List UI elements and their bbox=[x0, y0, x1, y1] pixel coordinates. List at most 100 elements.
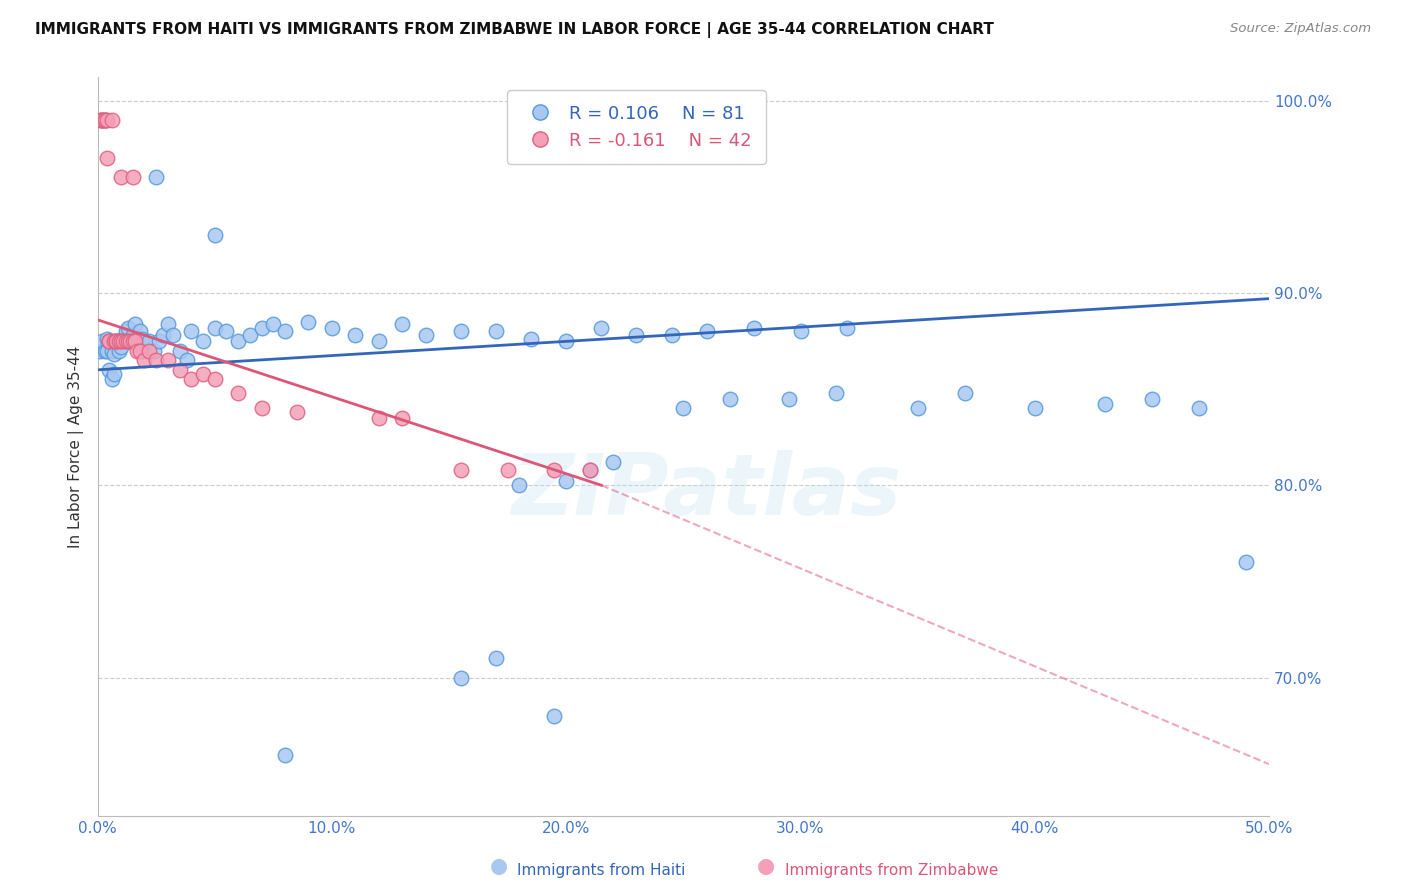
Point bbox=[297, 315, 319, 329]
Point bbox=[274, 747, 297, 762]
Point bbox=[180, 324, 202, 338]
Point bbox=[93, 343, 115, 358]
Text: IMMIGRANTS FROM HAITI VS IMMIGRANTS FROM ZIMBABWE IN LABOR FORCE | AGE 35-44 COR: IMMIGRANTS FROM HAITI VS IMMIGRANTS FROM… bbox=[35, 22, 994, 38]
Point bbox=[110, 340, 132, 354]
Text: Immigrants from Zimbabwe: Immigrants from Zimbabwe bbox=[785, 863, 998, 878]
Point bbox=[450, 463, 472, 477]
Point bbox=[105, 334, 128, 348]
Point bbox=[107, 343, 129, 358]
Point bbox=[321, 320, 343, 334]
Point bbox=[96, 112, 118, 127]
Point bbox=[837, 320, 859, 334]
Point bbox=[134, 353, 156, 368]
Point bbox=[250, 320, 273, 334]
Point bbox=[450, 324, 472, 338]
Point bbox=[112, 334, 135, 348]
Point bbox=[520, 332, 543, 346]
Point bbox=[508, 478, 530, 492]
Point bbox=[485, 651, 508, 665]
Point bbox=[98, 334, 121, 348]
Point bbox=[103, 367, 125, 381]
Point bbox=[191, 367, 214, 381]
Point bbox=[485, 324, 508, 338]
Text: Source: ZipAtlas.com: Source: ZipAtlas.com bbox=[1230, 22, 1371, 36]
Point bbox=[120, 334, 142, 348]
Text: Immigrants from Haiti: Immigrants from Haiti bbox=[517, 863, 686, 878]
Legend: R = 0.106    N = 81, R = -0.161    N = 42: R = 0.106 N = 81, R = -0.161 N = 42 bbox=[508, 90, 766, 164]
Text: ZIPatlas: ZIPatlas bbox=[512, 450, 901, 533]
Point bbox=[204, 228, 226, 243]
Point bbox=[100, 112, 122, 127]
Point bbox=[204, 372, 226, 386]
Point bbox=[110, 170, 132, 185]
Point bbox=[93, 112, 115, 127]
Point bbox=[96, 332, 118, 346]
Point bbox=[180, 372, 202, 386]
Point bbox=[543, 709, 565, 723]
Point bbox=[602, 455, 624, 469]
Point bbox=[145, 353, 167, 368]
Point bbox=[156, 353, 179, 368]
Point bbox=[672, 401, 695, 416]
Point bbox=[591, 320, 613, 334]
Point bbox=[239, 328, 262, 343]
Point bbox=[89, 112, 111, 127]
Point bbox=[100, 372, 122, 386]
Point bbox=[124, 334, 146, 348]
Point bbox=[555, 334, 578, 348]
Point bbox=[91, 112, 114, 127]
Point bbox=[145, 170, 167, 185]
Point bbox=[100, 343, 122, 358]
Point bbox=[391, 317, 413, 331]
Point bbox=[105, 334, 128, 348]
Point bbox=[107, 334, 129, 348]
Point bbox=[226, 334, 249, 348]
Point bbox=[543, 463, 565, 477]
Point bbox=[169, 343, 191, 358]
Point bbox=[578, 463, 600, 477]
Point bbox=[93, 112, 115, 127]
Point bbox=[391, 411, 413, 425]
Point bbox=[128, 343, 150, 358]
Point bbox=[103, 347, 125, 361]
Point bbox=[98, 334, 121, 348]
Point bbox=[138, 334, 160, 348]
Point bbox=[696, 324, 718, 338]
Point bbox=[285, 405, 308, 419]
Point bbox=[907, 401, 929, 416]
Point bbox=[191, 334, 214, 348]
Point bbox=[98, 334, 121, 348]
Point bbox=[142, 343, 165, 358]
Point bbox=[152, 328, 174, 343]
Point bbox=[496, 463, 519, 477]
Point bbox=[162, 328, 184, 343]
Point bbox=[117, 334, 139, 348]
Point bbox=[121, 328, 143, 343]
Point bbox=[215, 324, 238, 338]
Point bbox=[93, 112, 115, 127]
Point bbox=[661, 328, 683, 343]
Point bbox=[127, 343, 149, 358]
Point bbox=[953, 385, 976, 400]
Point bbox=[124, 317, 146, 331]
Point bbox=[91, 112, 114, 127]
Point bbox=[718, 392, 741, 406]
Y-axis label: In Labor Force | Age 35-44: In Labor Force | Age 35-44 bbox=[69, 345, 84, 548]
Point bbox=[204, 320, 226, 334]
Point bbox=[134, 343, 156, 358]
Point bbox=[1024, 401, 1046, 416]
Point bbox=[450, 671, 472, 685]
Point bbox=[120, 334, 142, 348]
Point bbox=[415, 328, 437, 343]
Point bbox=[1234, 555, 1257, 569]
Point bbox=[98, 363, 121, 377]
Point bbox=[121, 170, 143, 185]
Point bbox=[148, 334, 170, 348]
Point bbox=[138, 343, 160, 358]
Point bbox=[91, 112, 114, 127]
Point bbox=[89, 343, 111, 358]
Text: ●: ● bbox=[758, 856, 775, 876]
Point bbox=[778, 392, 800, 406]
Point bbox=[114, 324, 136, 338]
Point bbox=[131, 332, 153, 346]
